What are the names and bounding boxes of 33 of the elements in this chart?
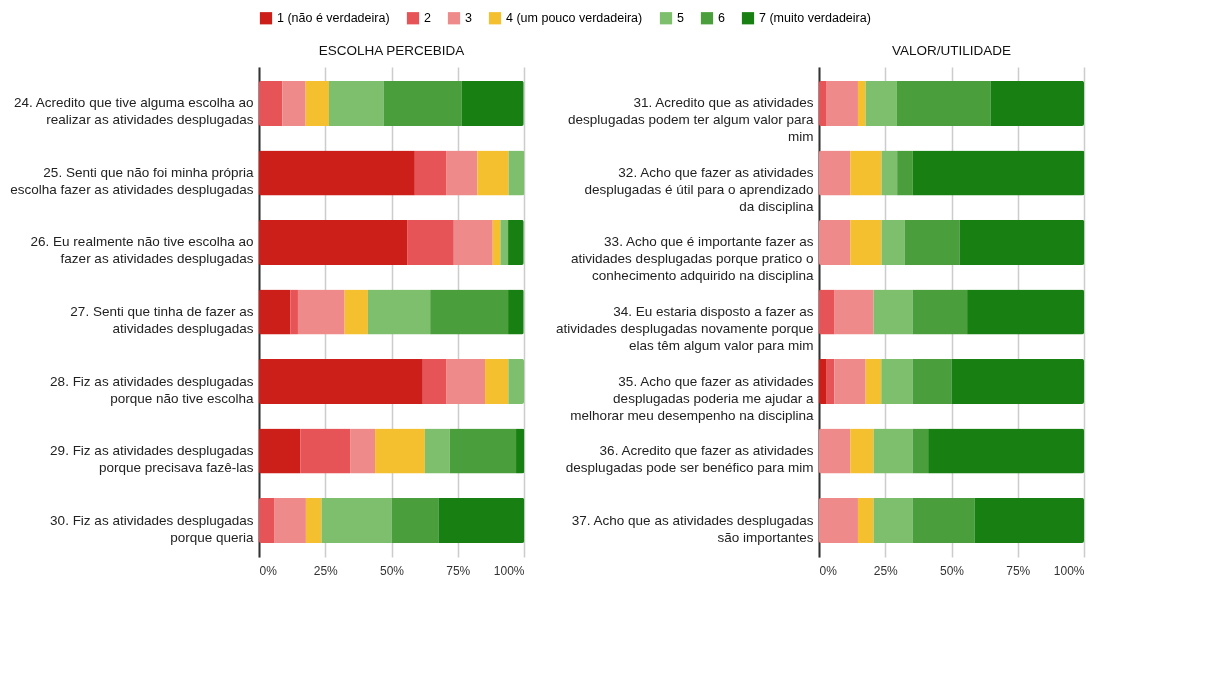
x-tick-label: 100%: [493, 563, 525, 578]
y-tick-label: 26. Eu realmente não tive escolha ao fazer as atividades desplugadas: [30, 234, 254, 267]
x-tick-label: 75%: [446, 563, 471, 578]
legend-label: 2: [424, 11, 431, 26]
y-tick-label: 35. Acho que fazer as atividades desplugadas poderia me ajudar a melhorar meu desempenho na disciplina: [570, 373, 814, 423]
legend-label: 7 (muito verdadeira): [759, 11, 871, 26]
chart-title: ESCOLHA PERCEBIDA: [318, 42, 465, 58]
legend-label: 5: [677, 11, 684, 26]
x-tick-label: 0%: [819, 563, 838, 578]
y-tick-label: 30. Fiz as atividades desplugadas porque queria: [50, 512, 254, 545]
legend-label: 4 (um pouco verdadeira): [506, 11, 643, 26]
y-tick-label: 36. Acredito que fazer as atividades desplugadas pode ser benéfico para mim: [565, 443, 814, 476]
y-tick-label: 37. Acho que as atividades desplugadas são importantes: [571, 512, 814, 545]
y-tick-label: 25. Senti que não foi minha própria escolha fazer as atividades desplugadas: [10, 164, 254, 197]
x-tick-label: 100%: [1053, 563, 1085, 578]
y-tick-label: 31. Acredito que as atividades desplugadas podem ter algum valor para mim: [568, 95, 814, 145]
y-tick-label: 28. Fiz as atividades desplugadas porque não tive escolha: [50, 373, 254, 406]
x-tick-label: 25%: [873, 563, 899, 578]
x-tick-label: 75%: [1006, 563, 1031, 578]
legend-label: 6: [718, 11, 725, 26]
x-tick-label: 50%: [379, 563, 405, 578]
y-tick-label: 24. Acredito que tive alguma escolha ao realizar as atividades desplugadas: [14, 95, 254, 128]
y-tick-label: 33. Acho que é importante fazer as atividades desplugadas porque pratico o conhecimento adquirido na disciplina: [571, 234, 814, 284]
y-tick-label: 32. Acho que fazer as atividades desplugadas é útil para o aprendizado da disciplina: [584, 164, 814, 214]
x-tick-label: 0%: [259, 563, 278, 578]
legend-label: 3: [465, 11, 472, 26]
y-tick-label: 27. Senti que tinha de fazer as atividades desplugadas: [70, 304, 254, 336]
x-tick-label: 50%: [939, 563, 965, 578]
chart-title: VALOR/UTILIDADE: [891, 42, 1012, 58]
legend-label: 1 (não é verdadeira): [277, 11, 390, 26]
x-tick-label: 25%: [313, 563, 339, 578]
y-tick-label: 34. Eu estaria disposto a fazer as atividades desplugadas novamente porque elas têm algum valor para mim: [556, 304, 814, 353]
y-tick-label: 29. Fiz as atividades desplugadas porque precisava fazê-las: [50, 443, 254, 476]
